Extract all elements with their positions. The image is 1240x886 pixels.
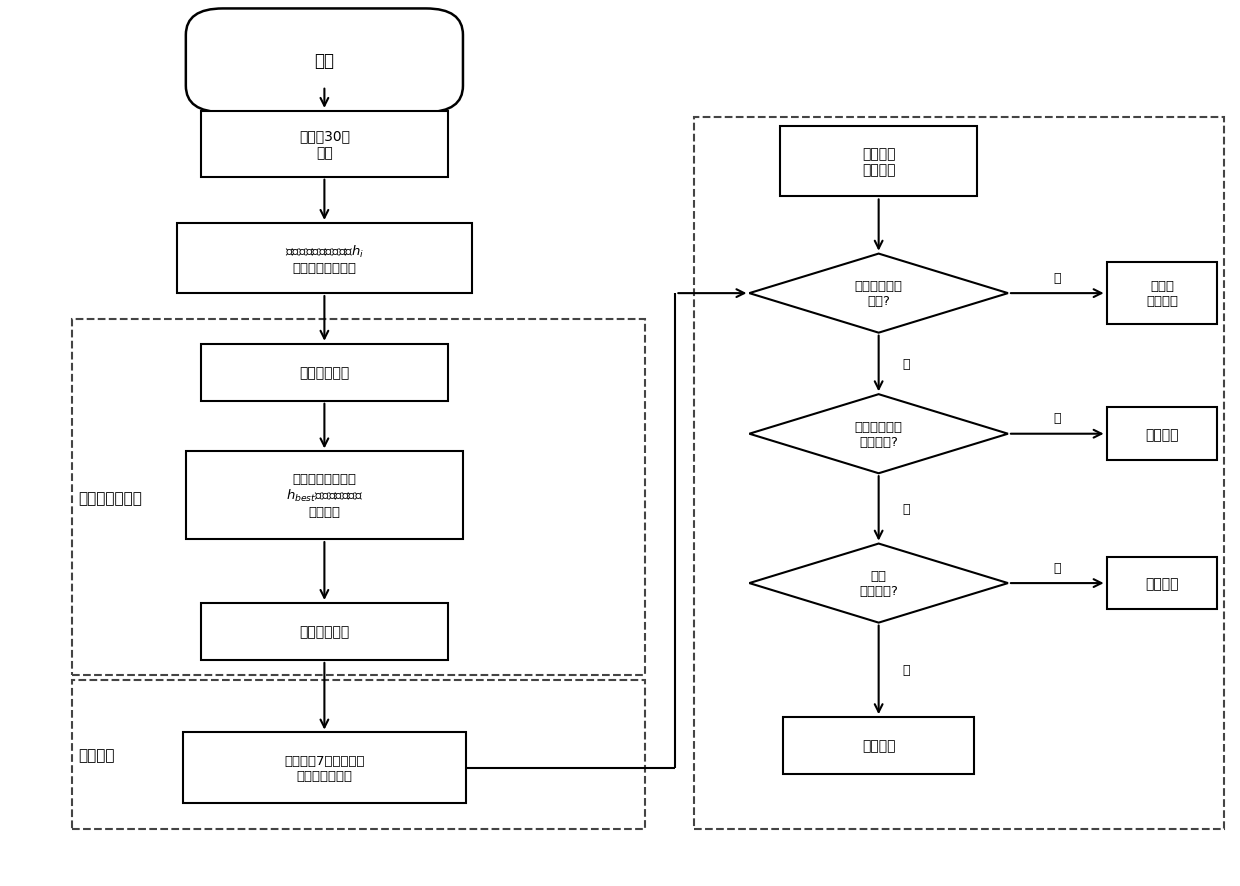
Text: 维持原
预警状态: 维持原 预警状态 [1146, 280, 1178, 307]
Text: 校正数据: 校正数据 [1146, 427, 1179, 441]
Text: 否: 否 [901, 664, 909, 677]
Text: 是: 是 [901, 358, 909, 370]
Text: 预警模块: 预警模块 [940, 146, 978, 161]
Polygon shape [749, 395, 1008, 474]
Text: 否: 否 [901, 502, 909, 516]
Text: 是: 是 [1054, 412, 1061, 425]
FancyBboxPatch shape [182, 733, 466, 803]
Text: 否: 否 [1054, 271, 1061, 284]
Text: 是: 是 [1054, 561, 1061, 574]
Text: 得到未来7天气体浓度
上下限序列数据: 得到未来7天气体浓度 上下限序列数据 [284, 754, 365, 781]
Text: 开始: 开始 [315, 52, 335, 70]
Text: 根据不同等级平滑因子$h_i$
进行异常值的检测: 根据不同等级平滑因子$h_i$ 进行异常值的检测 [285, 243, 365, 275]
Polygon shape [749, 254, 1008, 333]
Text: 预测模块: 预测模块 [78, 747, 114, 762]
FancyBboxPatch shape [1106, 408, 1218, 461]
FancyBboxPatch shape [186, 452, 463, 540]
FancyBboxPatch shape [1106, 263, 1218, 324]
FancyBboxPatch shape [176, 223, 472, 294]
Polygon shape [749, 544, 1008, 623]
FancyBboxPatch shape [201, 603, 448, 660]
Text: 二级预警: 二级预警 [1146, 577, 1179, 590]
Text: 气体浓度是否
越过下限?: 气体浓度是否 越过下限? [854, 420, 903, 448]
Text: 一级预警: 一级预警 [862, 739, 895, 753]
Text: 是否
连续越限?: 是否 连续越限? [859, 570, 898, 597]
Text: 气体浓度
检测数据: 气体浓度 检测数据 [862, 147, 895, 177]
Text: 输入前30天
数据: 输入前30天 数据 [299, 129, 350, 159]
Text: 评价检测结果: 评价检测结果 [299, 366, 350, 380]
FancyBboxPatch shape [780, 127, 977, 198]
Text: 模型参数优化: 模型参数优化 [299, 625, 350, 639]
FancyBboxPatch shape [201, 112, 448, 177]
Text: 气体浓度是否
越限?: 气体浓度是否 越限? [854, 280, 903, 307]
FancyBboxPatch shape [186, 10, 463, 113]
Text: 得到最优平滑因子
$h_{best}$及对应的上下限
时间序列: 得到最优平滑因子 $h_{best}$及对应的上下限 时间序列 [285, 472, 363, 519]
FancyBboxPatch shape [784, 718, 975, 774]
FancyBboxPatch shape [201, 345, 448, 401]
FancyBboxPatch shape [1106, 557, 1218, 610]
Text: 非参数回归模块: 非参数回归模块 [78, 490, 141, 505]
